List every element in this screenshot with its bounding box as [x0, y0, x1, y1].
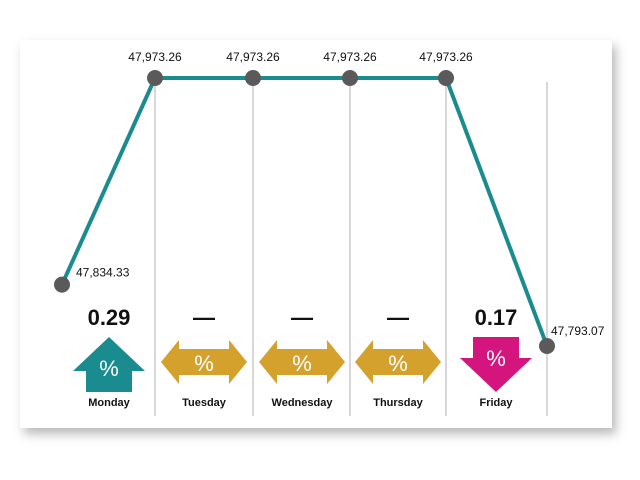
chart-panel: 47,834.33 47,973.26 47,973.26 47,973.26 47,9…	[20, 40, 612, 428]
value-label: 47,834.33	[76, 266, 130, 280]
percent-symbol: %	[388, 351, 408, 376]
day-label: Wednesday	[272, 397, 334, 409]
value-label: 47,793.07	[551, 324, 605, 338]
series-line	[60, 76, 549, 347]
double-arrow-icon	[259, 340, 345, 384]
data-point	[147, 70, 163, 86]
change-value: —	[291, 305, 313, 330]
double-arrow-icon	[161, 340, 247, 384]
data-point	[539, 338, 555, 354]
day-label: Tuesday	[182, 397, 227, 409]
percent-symbol: %	[194, 351, 214, 376]
change-value: —	[193, 305, 215, 330]
down-arrow-icon	[460, 337, 532, 392]
value-label: 47,973.26	[226, 50, 280, 64]
percent-symbol: %	[292, 351, 312, 376]
day-label: Thursday	[373, 397, 423, 409]
data-point	[438, 70, 454, 86]
value-label: 47,973.26	[419, 50, 473, 64]
value-label: 47,973.26	[323, 50, 377, 64]
day-label: Friday	[479, 397, 513, 409]
day-label: Monday	[88, 397, 130, 409]
percent-symbol: %	[99, 356, 119, 381]
percent-symbol: %	[486, 346, 506, 371]
value-label: 47,973.26	[128, 50, 182, 64]
up-arrow-icon	[73, 337, 145, 392]
weekly-index-chart: 47,834.33 47,973.26 47,973.26 47,973.26 47,9…	[54, 50, 605, 416]
data-point	[245, 70, 261, 86]
data-point	[54, 276, 70, 293]
change-value: 0.17	[475, 305, 518, 330]
change-value: —	[387, 305, 409, 330]
double-arrow-icon	[355, 340, 441, 384]
change-value: 0.29	[88, 305, 131, 330]
data-point	[342, 70, 358, 86]
